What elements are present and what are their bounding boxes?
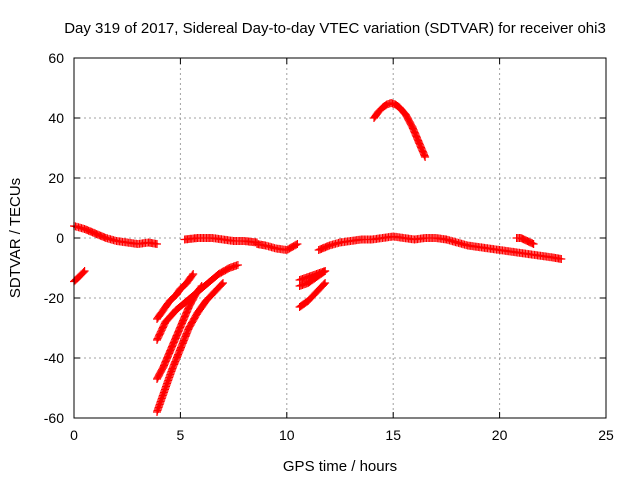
- series-low-track-7: [295, 279, 330, 311]
- series-low-track-1: [153, 270, 198, 323]
- x-tick-label: 20: [492, 427, 508, 443]
- point-markers: [512, 234, 538, 248]
- point-markers: [295, 279, 330, 311]
- point-markers: [295, 267, 330, 290]
- series-main-track-4: [314, 232, 451, 254]
- y-tick-label: -40: [44, 350, 64, 366]
- series-main-track-1: [70, 222, 161, 248]
- series-low-track-4: [153, 279, 227, 416]
- y-axis-title: SDTVAR / TECUs: [7, 178, 24, 298]
- y-tick-label: 40: [48, 110, 64, 126]
- x-tick-label: 5: [177, 427, 185, 443]
- point-markers: [153, 279, 227, 416]
- point-markers: [370, 99, 430, 161]
- chart-title: Day 319 of 2017, Sidereal Day-to-day VTE…: [64, 20, 606, 37]
- y-tick-label: 0: [56, 230, 64, 246]
- point-markers: [70, 267, 89, 286]
- point-markers: [253, 240, 302, 254]
- y-tick-label: 20: [48, 170, 64, 186]
- axis-ticks: 0 5 10 15 20 25 -60 -40 -20 0 20 40 60: [44, 50, 614, 443]
- series-short-track-21: [512, 234, 538, 248]
- y-tick-label: 60: [48, 50, 64, 66]
- point-markers: [70, 222, 161, 248]
- x-axis-title: GPS time / hours: [283, 458, 397, 475]
- series-low-track-3: [153, 282, 206, 383]
- series-start-segment: [70, 267, 89, 286]
- series-low-track-6: [295, 267, 330, 290]
- series-main-track-2: [180, 234, 261, 247]
- x-tick-label: 10: [279, 427, 295, 443]
- series-main-track-5: [442, 235, 566, 263]
- point-markers: [442, 235, 566, 263]
- y-tick-label: -20: [44, 290, 64, 306]
- series-main-track-3: [253, 240, 302, 254]
- x-tick-label: 15: [385, 427, 401, 443]
- point-markers: [314, 232, 451, 254]
- point-markers: [153, 282, 206, 383]
- y-tick-label: -60: [44, 410, 64, 426]
- x-tick-label: 0: [70, 427, 78, 443]
- point-markers: [180, 234, 261, 247]
- series-high-arc: [370, 99, 430, 161]
- x-tick-label: 25: [598, 427, 614, 443]
- point-markers: [153, 270, 198, 323]
- data-points: [70, 99, 566, 416]
